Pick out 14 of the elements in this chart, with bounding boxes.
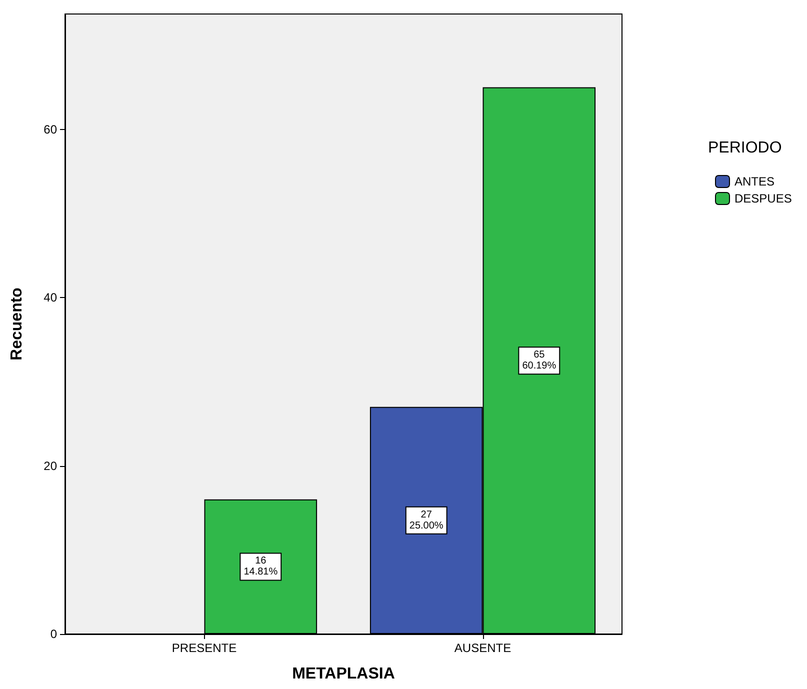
x-axis-title: METAPLASIA	[292, 666, 396, 682]
x-tick-label: PRESENTE	[172, 641, 237, 655]
x-tick-label: AUSENTE	[454, 641, 512, 655]
legend-label: ANTES	[734, 174, 775, 188]
legend-label: DESPUES	[734, 192, 792, 206]
data-label: 65 60.19%	[522, 350, 556, 372]
y-tick-label: 40	[44, 290, 58, 304]
y-tick-label: 60	[44, 122, 58, 136]
y-tick-label: 0	[50, 627, 58, 641]
y-axis-title: Recuento	[8, 287, 26, 360]
data-label: 16 14.81%	[244, 556, 278, 578]
legend-title: PERIODO	[708, 140, 782, 156]
data-label: 27 25.00%	[409, 509, 444, 532]
y-tick-label: 20	[44, 458, 58, 473]
